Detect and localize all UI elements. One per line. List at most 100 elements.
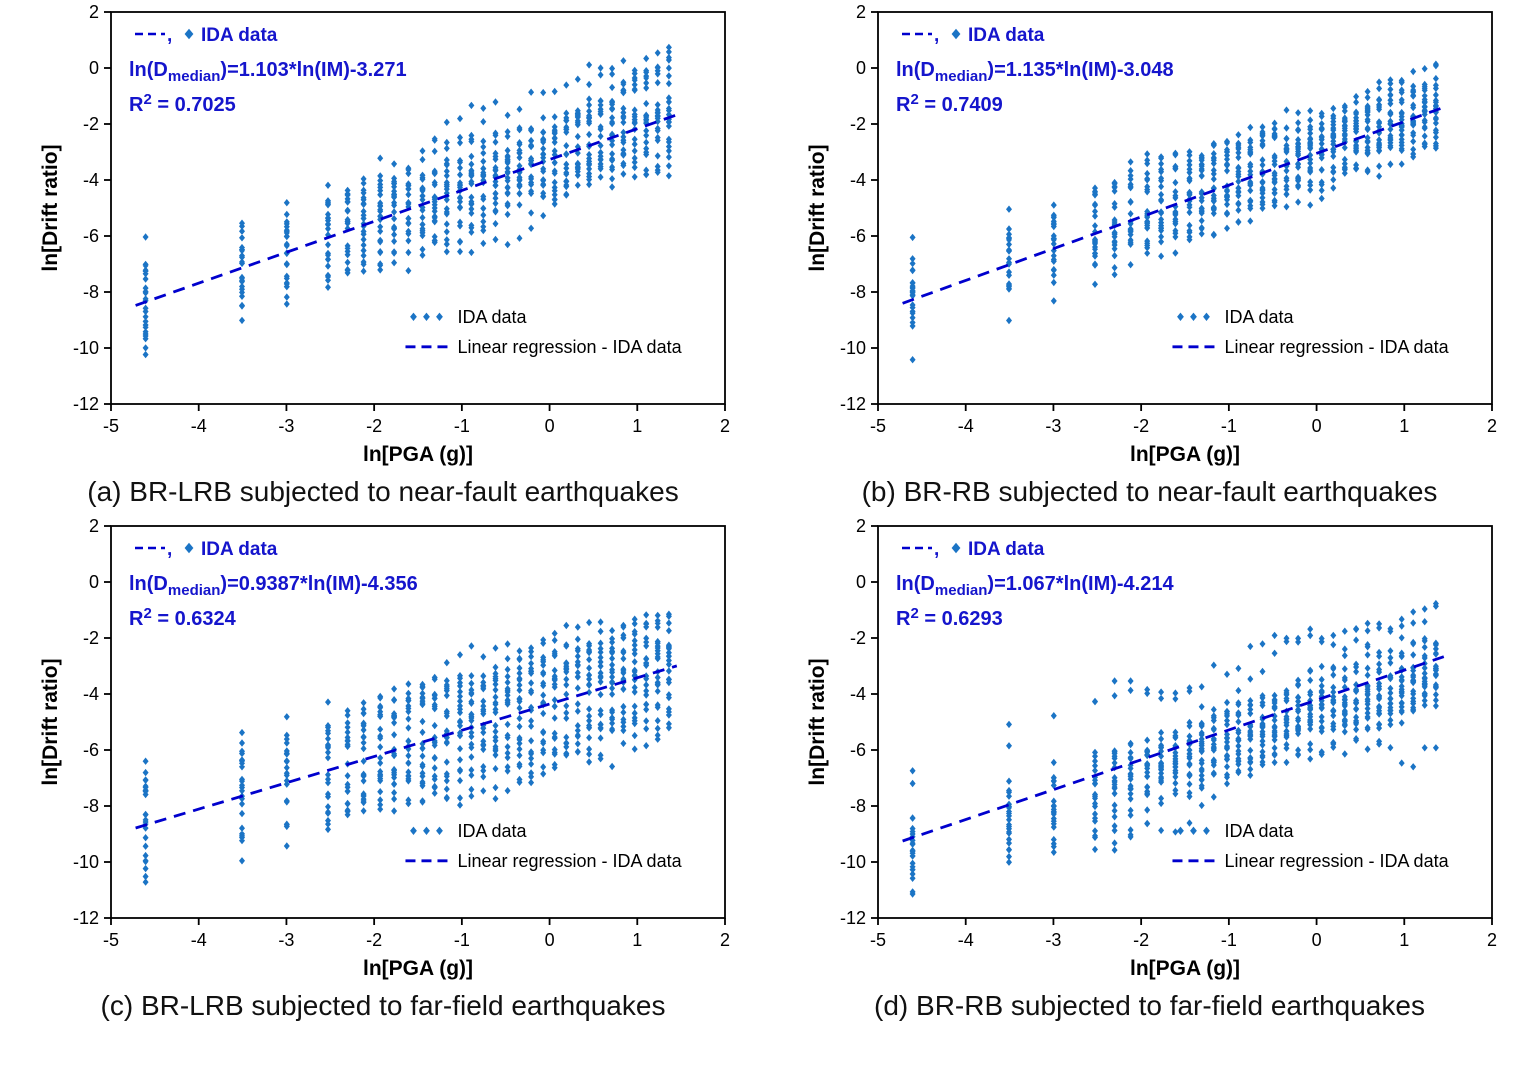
regression-equation: ln(Dmedian)=1.067*ln(IM)-4.214: [896, 573, 1174, 599]
r-squared-value: R2 = 0.7409: [896, 91, 1003, 116]
x-tick-label: 1: [1399, 930, 1409, 950]
y-tick-label: -6: [849, 740, 865, 760]
regression-line: [135, 113, 678, 307]
x-tick-label: -1: [1220, 930, 1236, 950]
y-tick-label: 0: [89, 58, 99, 78]
legend-label-ida: IDA data: [1224, 307, 1294, 327]
regression-line: [135, 664, 678, 830]
chart-panel-b: -5 -4 -3 -2 -1 0 1 2 -12 -10 -8 -6 -4 -2 0 2 ln[PGA (g)]…: [766, 2, 1533, 508]
y-tick-label: -4: [83, 684, 99, 704]
x-tick-label: 0: [545, 930, 555, 950]
x-tick-label: -5: [103, 416, 119, 436]
legend-label-regression: Linear regression - IDA data: [457, 851, 682, 871]
x-tick-label: -4: [957, 930, 973, 950]
annotation-diamond-icon: [184, 28, 194, 40]
x-tick-label: -4: [957, 416, 973, 436]
y-tick-label: 2: [89, 516, 99, 536]
x-tick-label: 1: [1399, 416, 1409, 436]
annotation-ida-label: IDA data: [201, 25, 278, 46]
x-tick-label: -2: [1133, 416, 1149, 436]
x-axis-label: ln[PGA (g)]: [1129, 957, 1239, 980]
regression-equation: ln(Dmedian)=1.103*ln(IM)-3.271: [129, 59, 407, 85]
legend-diamond-icon: [1189, 826, 1197, 835]
x-tick-label: -3: [278, 930, 294, 950]
y-tick-label: -2: [83, 628, 99, 648]
annotation-comma: ,: [934, 25, 939, 46]
annotation-ida-label: IDA data: [201, 539, 278, 560]
ida-scatter: [909, 60, 1439, 364]
r-squared-value: R2 = 0.6293: [896, 605, 1003, 630]
legend-label-regression: Linear regression - IDA data: [457, 337, 682, 357]
r-squared-value: R2 = 0.7025: [129, 91, 236, 116]
caption-c: (c) BR-LRB subjected to far-field earthq…: [100, 990, 666, 1021]
annotation-comma: ,: [167, 539, 172, 560]
ida-scatter-points: [142, 610, 672, 886]
x-tick-label: 0: [1311, 930, 1321, 950]
legend-label-ida: IDA data: [1224, 821, 1294, 841]
figure-grid: -5 -4 -3 -2 -1 0 1 2 -12 -10 -8 -6 -4 -2 0 2 ln[PGA (g)]…: [0, 2, 1533, 1022]
x-tick-label: 1: [632, 416, 642, 436]
y-tick-label: 0: [855, 572, 865, 592]
annotation: , IDA data ln(Dmedian)=1.103*ln(IM)-3.271 R…: [129, 25, 407, 116]
regression-line: [901, 655, 1444, 843]
y-axis-label: ln[Drift ratio]: [806, 144, 829, 271]
chart-panel-a: -5 -4 -3 -2 -1 0 1 2 -12 -10 -8 -6 -4 -2 0 2 ln[PGA (g)]…: [0, 2, 766, 508]
y-tick-label: -4: [83, 170, 99, 190]
x-tick-label: -5: [103, 930, 119, 950]
legend-diamond-icon: [1176, 826, 1184, 835]
x-tick-label: -1: [454, 930, 470, 950]
y-tick-label: -4: [849, 684, 865, 704]
x-tick-label: 0: [545, 416, 555, 436]
y-tick-label: -2: [83, 114, 99, 134]
ida-scatter: [142, 610, 672, 886]
x-tick-label: -2: [366, 930, 382, 950]
x-tick-label: -3: [1045, 416, 1061, 436]
annotation-comma: ,: [934, 539, 939, 560]
caption-d: (d) BR-RB subjected to far-field earthqu…: [874, 990, 1425, 1021]
x-tick-label: 2: [720, 930, 730, 950]
regression-equation: ln(Dmedian)=1.135*ln(IM)-3.048: [896, 59, 1174, 85]
legend-label-regression: Linear regression - IDA data: [1224, 851, 1449, 871]
x-tick-label: -3: [278, 416, 294, 436]
legend-diamond-icon: [436, 312, 443, 321]
y-tick-label: 2: [89, 2, 99, 22]
x-tick-label: -1: [1220, 416, 1236, 436]
y-axis-label: ln[Drift ratio]: [39, 144, 62, 271]
chart-panel-d: -5 -4 -3 -2 -1 0 1 2 -12 -10 -8 -6 -4 -2 0 2 ln[PGA (g)]…: [766, 516, 1533, 1022]
x-axis-label: ln[PGA (g)]: [1129, 443, 1239, 466]
y-tick-label: -6: [849, 226, 865, 246]
y-tick-label: -12: [73, 908, 99, 928]
annotation-comma: ,: [167, 25, 172, 46]
annotation: , IDA data ln(Dmedian)=1.067*ln(IM)-4.214 R…: [896, 539, 1174, 630]
chart-panel-c: -5 -4 -3 -2 -1 0 1 2 -12 -10 -8 -6 -4 -2 0 2 ln[PGA (g)]…: [0, 516, 766, 1022]
y-tick-label: -8: [83, 282, 99, 302]
legend-diamond-icon: [423, 826, 430, 835]
annotation-ida-label: IDA data: [968, 25, 1045, 46]
y-tick-label: -10: [73, 852, 99, 872]
legend-diamond-icon: [1202, 826, 1210, 835]
x-tick-label: -2: [1133, 930, 1149, 950]
legend: IDA data Linear regression - IDA data: [1171, 307, 1449, 357]
legend: IDA data Linear regression - IDA data: [405, 307, 683, 357]
plot-frame: [876, 11, 1493, 405]
x-tick-label: -4: [191, 930, 207, 950]
legend-diamond-icon: [410, 312, 417, 321]
legend-label-ida: IDA data: [457, 307, 527, 327]
y-tick-label: -12: [839, 908, 865, 928]
caption-b: (b) BR-RB subjected to near-fault earthq…: [861, 476, 1438, 507]
x-tick-label: -5: [869, 416, 885, 436]
x-tick-label: -5: [869, 930, 885, 950]
y-tick-label: -6: [83, 226, 99, 246]
y-tick-label: -12: [839, 394, 865, 414]
legend: IDA data Linear regression - IDA data: [1171, 821, 1449, 871]
regression-line: [901, 105, 1444, 305]
y-tick-label: -2: [849, 114, 865, 134]
x-tick-label: 0: [1311, 416, 1321, 436]
y-axis-label: ln[Drift ratio]: [39, 658, 62, 785]
plot-frame: [110, 11, 726, 405]
